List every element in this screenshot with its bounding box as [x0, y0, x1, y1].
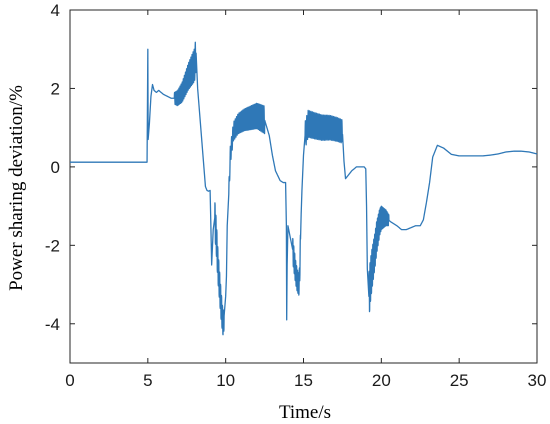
x-tick-label: 0 — [65, 371, 74, 390]
x-tick-label: 10 — [216, 371, 235, 390]
tick-layer: 0 5 10 15 20 25 30 -4 -2 0 2 4 — [45, 1, 547, 390]
series-layer — [69, 41, 538, 336]
y-tick-label: 2 — [51, 79, 60, 98]
y-tick-label: -2 — [45, 236, 60, 255]
plot-frame — [69, 9, 538, 364]
x-tick-label: 20 — [372, 371, 391, 390]
y-tick-label: 4 — [51, 1, 60, 20]
x-tick-label: 15 — [294, 371, 313, 390]
series-line-0 — [69, 41, 538, 336]
x-tick-label: 30 — [528, 371, 547, 390]
plot-box — [69, 9, 538, 364]
x-tick-label: 25 — [450, 371, 469, 390]
x-tick-label: 5 — [143, 371, 152, 390]
x-axis-label: Time/s — [279, 402, 331, 423]
y-axis-label: Power sharing deviation/% — [6, 85, 27, 291]
y-tick-label: 0 — [51, 158, 60, 177]
y-tick-label: -4 — [45, 315, 60, 334]
